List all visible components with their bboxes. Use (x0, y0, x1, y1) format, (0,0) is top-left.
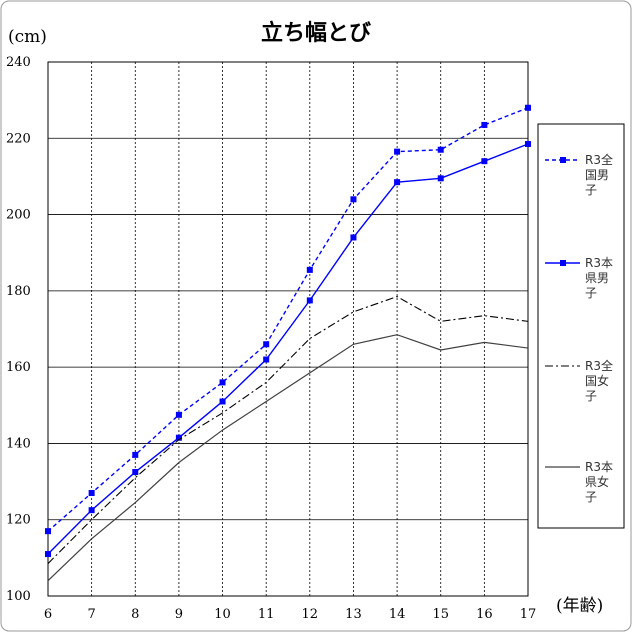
series-1-point (219, 379, 226, 386)
x-tick-label: 16 (476, 607, 493, 622)
x-tick-label: 13 (345, 607, 362, 622)
series-1-point (263, 341, 270, 348)
data-series (45, 104, 531, 582)
legend-label-1: 国男 (585, 168, 609, 182)
series-1-point (306, 266, 313, 273)
x-tick-label: 9 (175, 607, 183, 622)
legend-marker-2 (560, 260, 566, 266)
series-2-point (219, 398, 226, 405)
x-tick-label: 12 (302, 607, 319, 622)
legend-label-2: 子 (585, 286, 597, 300)
legend-label-4: 県女 (585, 474, 609, 489)
legend-label-4: R3本 (585, 460, 613, 474)
legend-label-3: 国女 (585, 373, 609, 388)
series-line-2 (47, 143, 529, 555)
series-2-point (350, 234, 357, 241)
x-tick-label: 17 (520, 607, 537, 622)
legend-label-4: 子 (585, 490, 597, 504)
x-axis-unit-label: (年齢) (556, 596, 603, 616)
series-2-point (175, 434, 182, 441)
y-tick-label: 100 (6, 589, 31, 604)
series-1-point (437, 146, 444, 153)
y-tick-label: 200 (6, 208, 31, 223)
legend-label-2: 県男 (585, 271, 609, 285)
legend-label-1: 子 (585, 183, 597, 197)
x-tick-label: 8 (131, 607, 139, 622)
series-1-point (175, 411, 182, 418)
legend-marker-1 (560, 157, 566, 163)
y-tick-label: 160 (6, 360, 31, 375)
y-tick-label: 180 (6, 284, 31, 299)
x-tick-label: 14 (389, 607, 406, 622)
series-1-point (525, 104, 531, 111)
series-2-point (132, 469, 139, 476)
series-2-point (263, 356, 270, 363)
y-tick-label: 240 (6, 55, 31, 70)
x-tick-label: 10 (214, 607, 231, 622)
legend-label-1: R3全 (585, 152, 613, 167)
series-line-4 (47, 334, 529, 582)
x-tick-label: 6 (44, 607, 52, 622)
y-tick-label: 120 (6, 513, 31, 528)
series-1-point (394, 148, 401, 155)
series-2-point (88, 507, 95, 514)
y-tick-label: 140 (6, 436, 31, 451)
legend-label-2: R3本 (585, 256, 613, 270)
series-1-point (132, 451, 139, 458)
series-line-3 (47, 295, 529, 564)
legend-box (537, 123, 625, 529)
series-1-point (88, 490, 95, 497)
series-2-point (45, 551, 51, 558)
chart-title: 立ち幅とび (261, 20, 371, 46)
x-tick-label: 15 (432, 607, 449, 622)
series-line-1 (47, 107, 529, 532)
series-1-point (45, 528, 51, 535)
x-tick-label: 7 (87, 607, 95, 622)
legend-label-3: R3全 (585, 358, 613, 373)
plot-area-border (47, 61, 529, 597)
series-2-point (525, 141, 531, 148)
series-2-point (394, 179, 401, 186)
series-1-point (481, 121, 488, 128)
legend-label-3: 子 (585, 389, 597, 403)
x-tick-label: 11 (258, 607, 275, 622)
series-2-point (481, 158, 488, 165)
y-tick-label: 220 (6, 131, 31, 146)
series-2-point (437, 175, 444, 182)
y-axis-unit-label: (cm) (8, 27, 47, 47)
axes: 100 120 140 160 180 200 220 240 6 7 8 9 10 11 12 13 14 15… (6, 55, 536, 622)
series-1-point (350, 196, 357, 203)
series-2-point (306, 297, 313, 304)
